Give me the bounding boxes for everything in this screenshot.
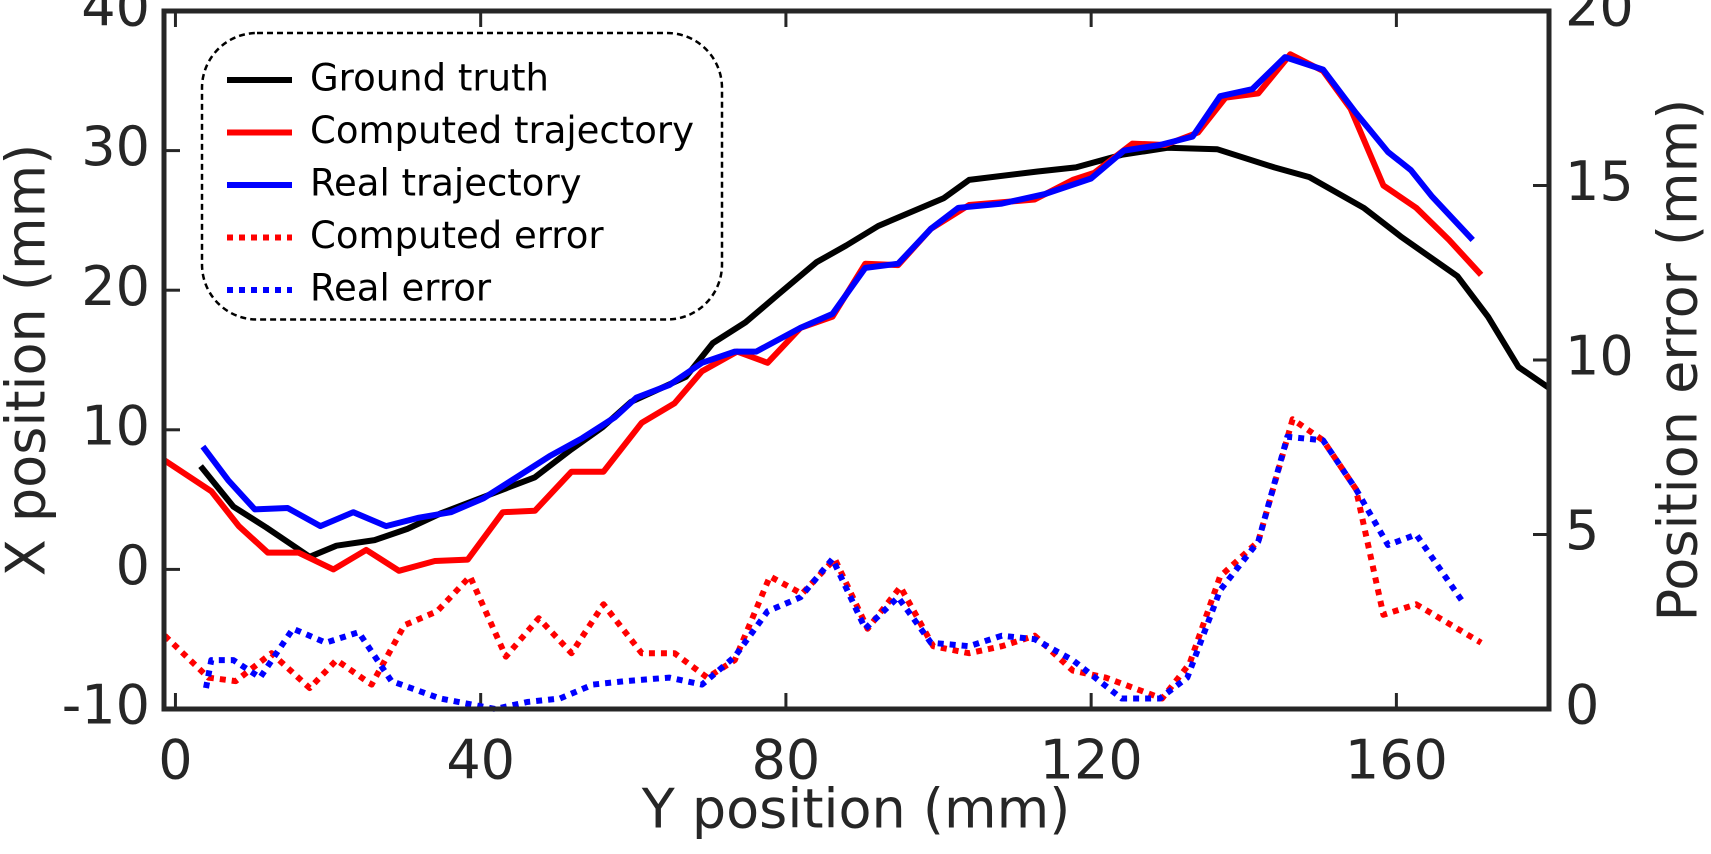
x-axis-label: Y position (mm) (641, 778, 1071, 841)
legend-box (200, 31, 724, 321)
legend-label: Computed trajectory (310, 109, 694, 152)
y2-tick-label: 5 (1565, 499, 1599, 562)
line-series (198, 144, 1551, 560)
y2-tick-label: 10 (1565, 325, 1634, 388)
y2-tick-label: 20 (1565, 0, 1634, 39)
y-tick-label: 30 (81, 115, 150, 178)
line-series (200, 54, 1475, 530)
y-tick-label: 0 (116, 534, 150, 597)
y2-axis-label: Position error (mm) (1647, 99, 1710, 622)
y-tick-label: 20 (81, 255, 150, 318)
legend-label: Real trajectory (310, 162, 582, 205)
y2-tick-label: 0 (1565, 674, 1599, 737)
y-axis-label: X position (mm) (0, 144, 58, 577)
x-tick-label: 40 (446, 729, 515, 792)
x-tick-label: 160 (1345, 729, 1448, 792)
line-series (162, 416, 1483, 702)
plot-frame (161, 8, 1552, 712)
line-series (203, 433, 1465, 712)
y-tick-label: 10 (81, 394, 150, 457)
y2-tick-label: 15 (1565, 150, 1634, 213)
x-tick-label: 0 (158, 729, 192, 792)
y-tick-label: -10 (62, 674, 150, 737)
legend-label: Computed error (310, 214, 604, 257)
y-tick-label: 40 (81, 0, 150, 39)
x-tick-label: 80 (752, 729, 821, 792)
legend-label: Ground truth (310, 57, 549, 100)
legend-label: Real error (310, 267, 492, 310)
x-tick-label: 120 (1040, 729, 1143, 792)
